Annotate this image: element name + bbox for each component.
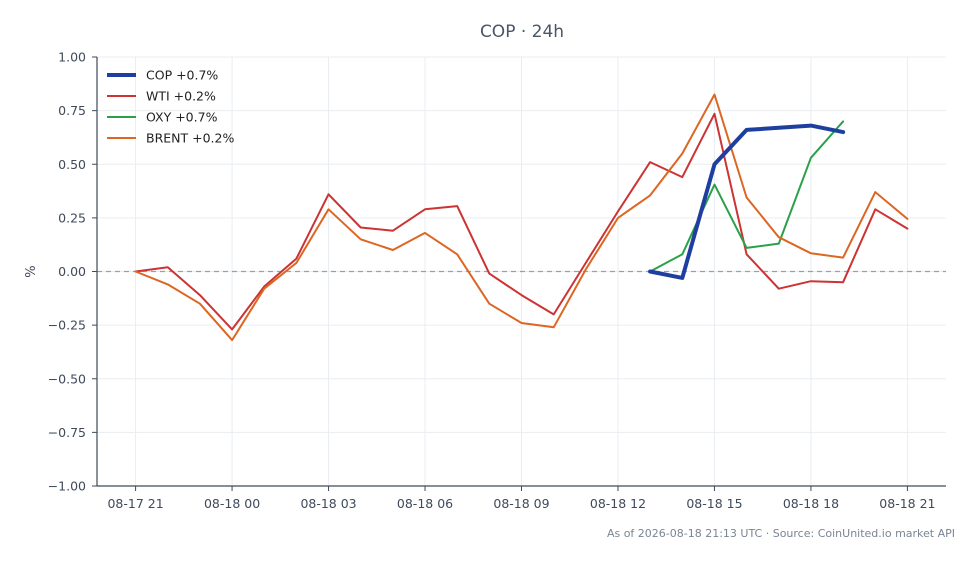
- legend-label: OXY +0.7%: [146, 110, 218, 125]
- x-tick-label: 08-18 18: [783, 496, 839, 511]
- y-tick-label: 1.00: [58, 50, 86, 65]
- series-line-wti: [134, 112, 909, 331]
- x-tick-label: 08-17 21: [107, 496, 163, 511]
- y-tick-label: 0.25: [58, 210, 86, 225]
- legend: COP +0.7% WTI +0.2% OXY +0.7% BRENT +0.2%: [107, 68, 234, 146]
- chart-title: COP · 24h: [480, 22, 564, 42]
- y-tick-label: −0.50: [48, 371, 86, 386]
- y-axis-label: %: [24, 265, 39, 277]
- y-tick-label: 0.50: [58, 157, 86, 172]
- series-line-oxy: [649, 120, 845, 273]
- x-tick-label: 08-18 15: [686, 496, 742, 511]
- legend-label: COP +0.7%: [146, 68, 218, 83]
- x-tick-label: 08-18 12: [590, 496, 646, 511]
- x-tick-label: 08-18 03: [300, 496, 356, 511]
- x-tick-label: 08-18 00: [204, 496, 260, 511]
- y-tick-label: −0.25: [48, 318, 86, 333]
- x-tick-label: 08-18 06: [397, 496, 453, 511]
- source-note: As of 2026-08-18 21:13 UTC · Source: Coi…: [607, 527, 955, 540]
- y-axis-ticks: 1.00 0.75 0.50 0.25 0.00 −0.25 −0.50 −0.75 −1.00: [48, 50, 97, 494]
- series-layer: [134, 93, 909, 342]
- x-axis-ticks: 08-17 21 08-18 00 08-18 03 08-18 06 08-18 09…: [107, 486, 936, 511]
- y-tick-label: −1.00: [48, 479, 86, 494]
- y-tick-label: −0.75: [48, 425, 86, 440]
- legend-label: BRENT +0.2%: [146, 131, 234, 146]
- x-tick-label: 08-18 21: [879, 496, 935, 511]
- y-tick-label: 0.00: [58, 264, 86, 279]
- x-tick-label: 08-18 09: [493, 496, 549, 511]
- series-line-cop: [648, 123, 846, 280]
- series-line-brent: [134, 93, 909, 342]
- legend-label: WTI +0.2%: [146, 89, 216, 104]
- y-tick-label: 0.75: [58, 103, 86, 118]
